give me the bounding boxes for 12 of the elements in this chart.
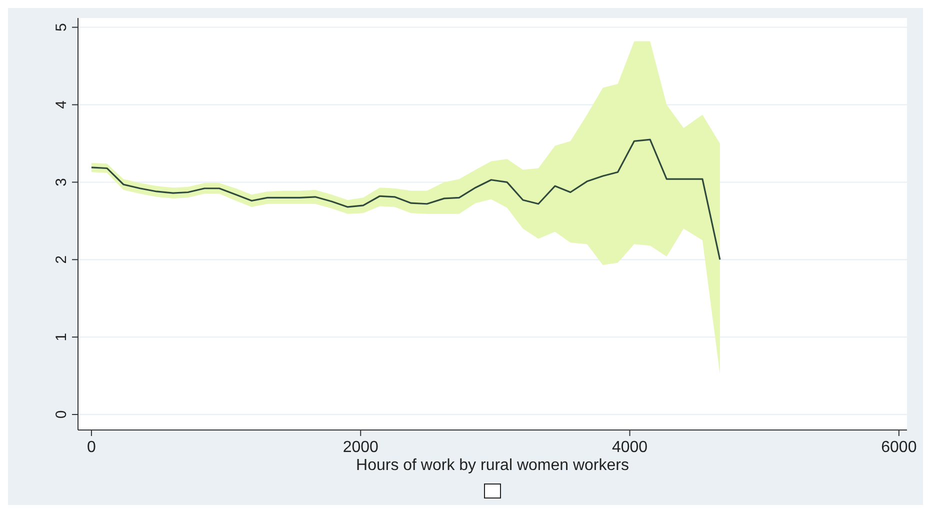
x-tick-label: 4000 (612, 439, 648, 456)
y-tick-label: 3 (53, 178, 70, 186)
y-tick-label: 0 (53, 410, 70, 419)
line-series (90, 138, 721, 260)
x-tick-label: 0 (87, 439, 96, 456)
x-tick-label: 6000 (881, 439, 917, 456)
y-tick-label: 1 (53, 332, 70, 342)
y-tick-label: 5 (53, 23, 70, 32)
x-axis-title: Hours of work by rural women workers (356, 457, 629, 474)
y-tick-label: 2 (53, 255, 70, 264)
x-tick-label: 2000 (342, 439, 379, 456)
y-tick-label: 4 (53, 100, 70, 109)
